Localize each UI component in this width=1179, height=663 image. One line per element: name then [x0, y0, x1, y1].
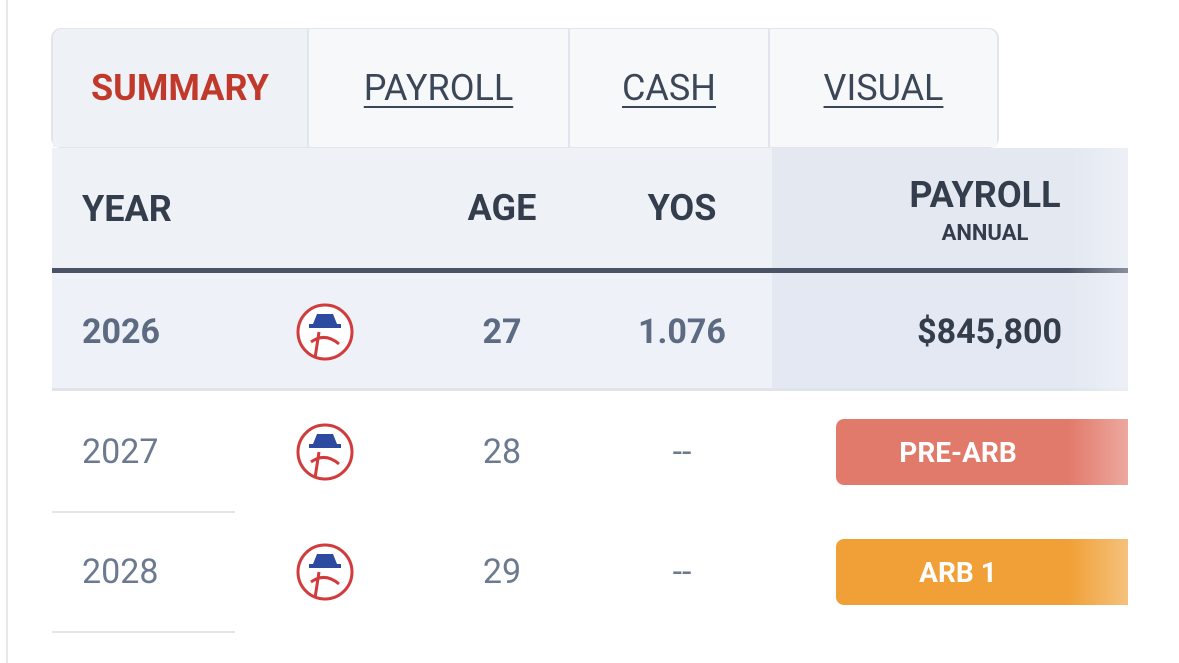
- row-divider: [52, 631, 235, 633]
- row-divider: [52, 511, 235, 513]
- payroll-amount: $845,800: [917, 312, 1062, 352]
- column-header: YOS: [647, 187, 717, 229]
- column-header: YEAR: [82, 188, 172, 230]
- logo-script: [310, 331, 340, 359]
- yos: 1.076: [638, 312, 726, 352]
- column-header: AGE: [467, 187, 537, 229]
- logo-ring: [296, 303, 354, 361]
- team-logo: [296, 543, 354, 601]
- status-badge: ARB 1: [836, 539, 1136, 605]
- payroll-cell-bg: [772, 273, 1128, 388]
- scroll-fade: [1068, 148, 1128, 633]
- column-subheader: ANNUAL: [941, 221, 1029, 246]
- tab-label[interactable]: SUMMARY: [91, 67, 269, 109]
- team-logo: [296, 423, 354, 481]
- logo-brim: [309, 564, 341, 568]
- tab-label[interactable]: VISUAL: [823, 67, 944, 109]
- right-margin: [1128, 148, 1179, 663]
- year: 2026: [82, 312, 161, 352]
- logo-hat: [313, 434, 337, 444]
- yos: --: [672, 552, 692, 592]
- edge-line: [6, 0, 8, 663]
- team-logo: [296, 303, 354, 361]
- year: 2028: [82, 552, 159, 592]
- tab[interactable]: SUMMARY: [53, 29, 309, 147]
- header-divider: [52, 268, 1128, 273]
- tab[interactable]: PAYROLL: [309, 29, 570, 147]
- yos: --: [672, 432, 692, 472]
- tab-label[interactable]: CASH: [622, 67, 716, 109]
- status-badge: PRE-ARB: [836, 419, 1136, 485]
- age: 28: [482, 432, 522, 472]
- logo-ring: [296, 423, 354, 481]
- age: 27: [482, 312, 522, 352]
- logo-brim: [309, 444, 341, 448]
- logo-script: [310, 571, 340, 599]
- badge-label: PRE-ARB: [899, 435, 1017, 469]
- tab[interactable]: CASH: [570, 29, 770, 147]
- logo-brim: [309, 324, 341, 328]
- tab[interactable]: VISUAL: [770, 29, 997, 147]
- logo-script: [310, 451, 340, 479]
- age: 29: [482, 552, 522, 592]
- logo-hat: [313, 554, 337, 564]
- column-header: PAYROLL: [909, 174, 1061, 216]
- year: 2027: [82, 432, 159, 472]
- logo-ring: [296, 543, 354, 601]
- payroll-header-bg: [772, 148, 1128, 268]
- logo-hat: [313, 314, 337, 324]
- badge-label: ARB 1: [919, 555, 997, 589]
- tab-label[interactable]: PAYROLL: [363, 67, 514, 109]
